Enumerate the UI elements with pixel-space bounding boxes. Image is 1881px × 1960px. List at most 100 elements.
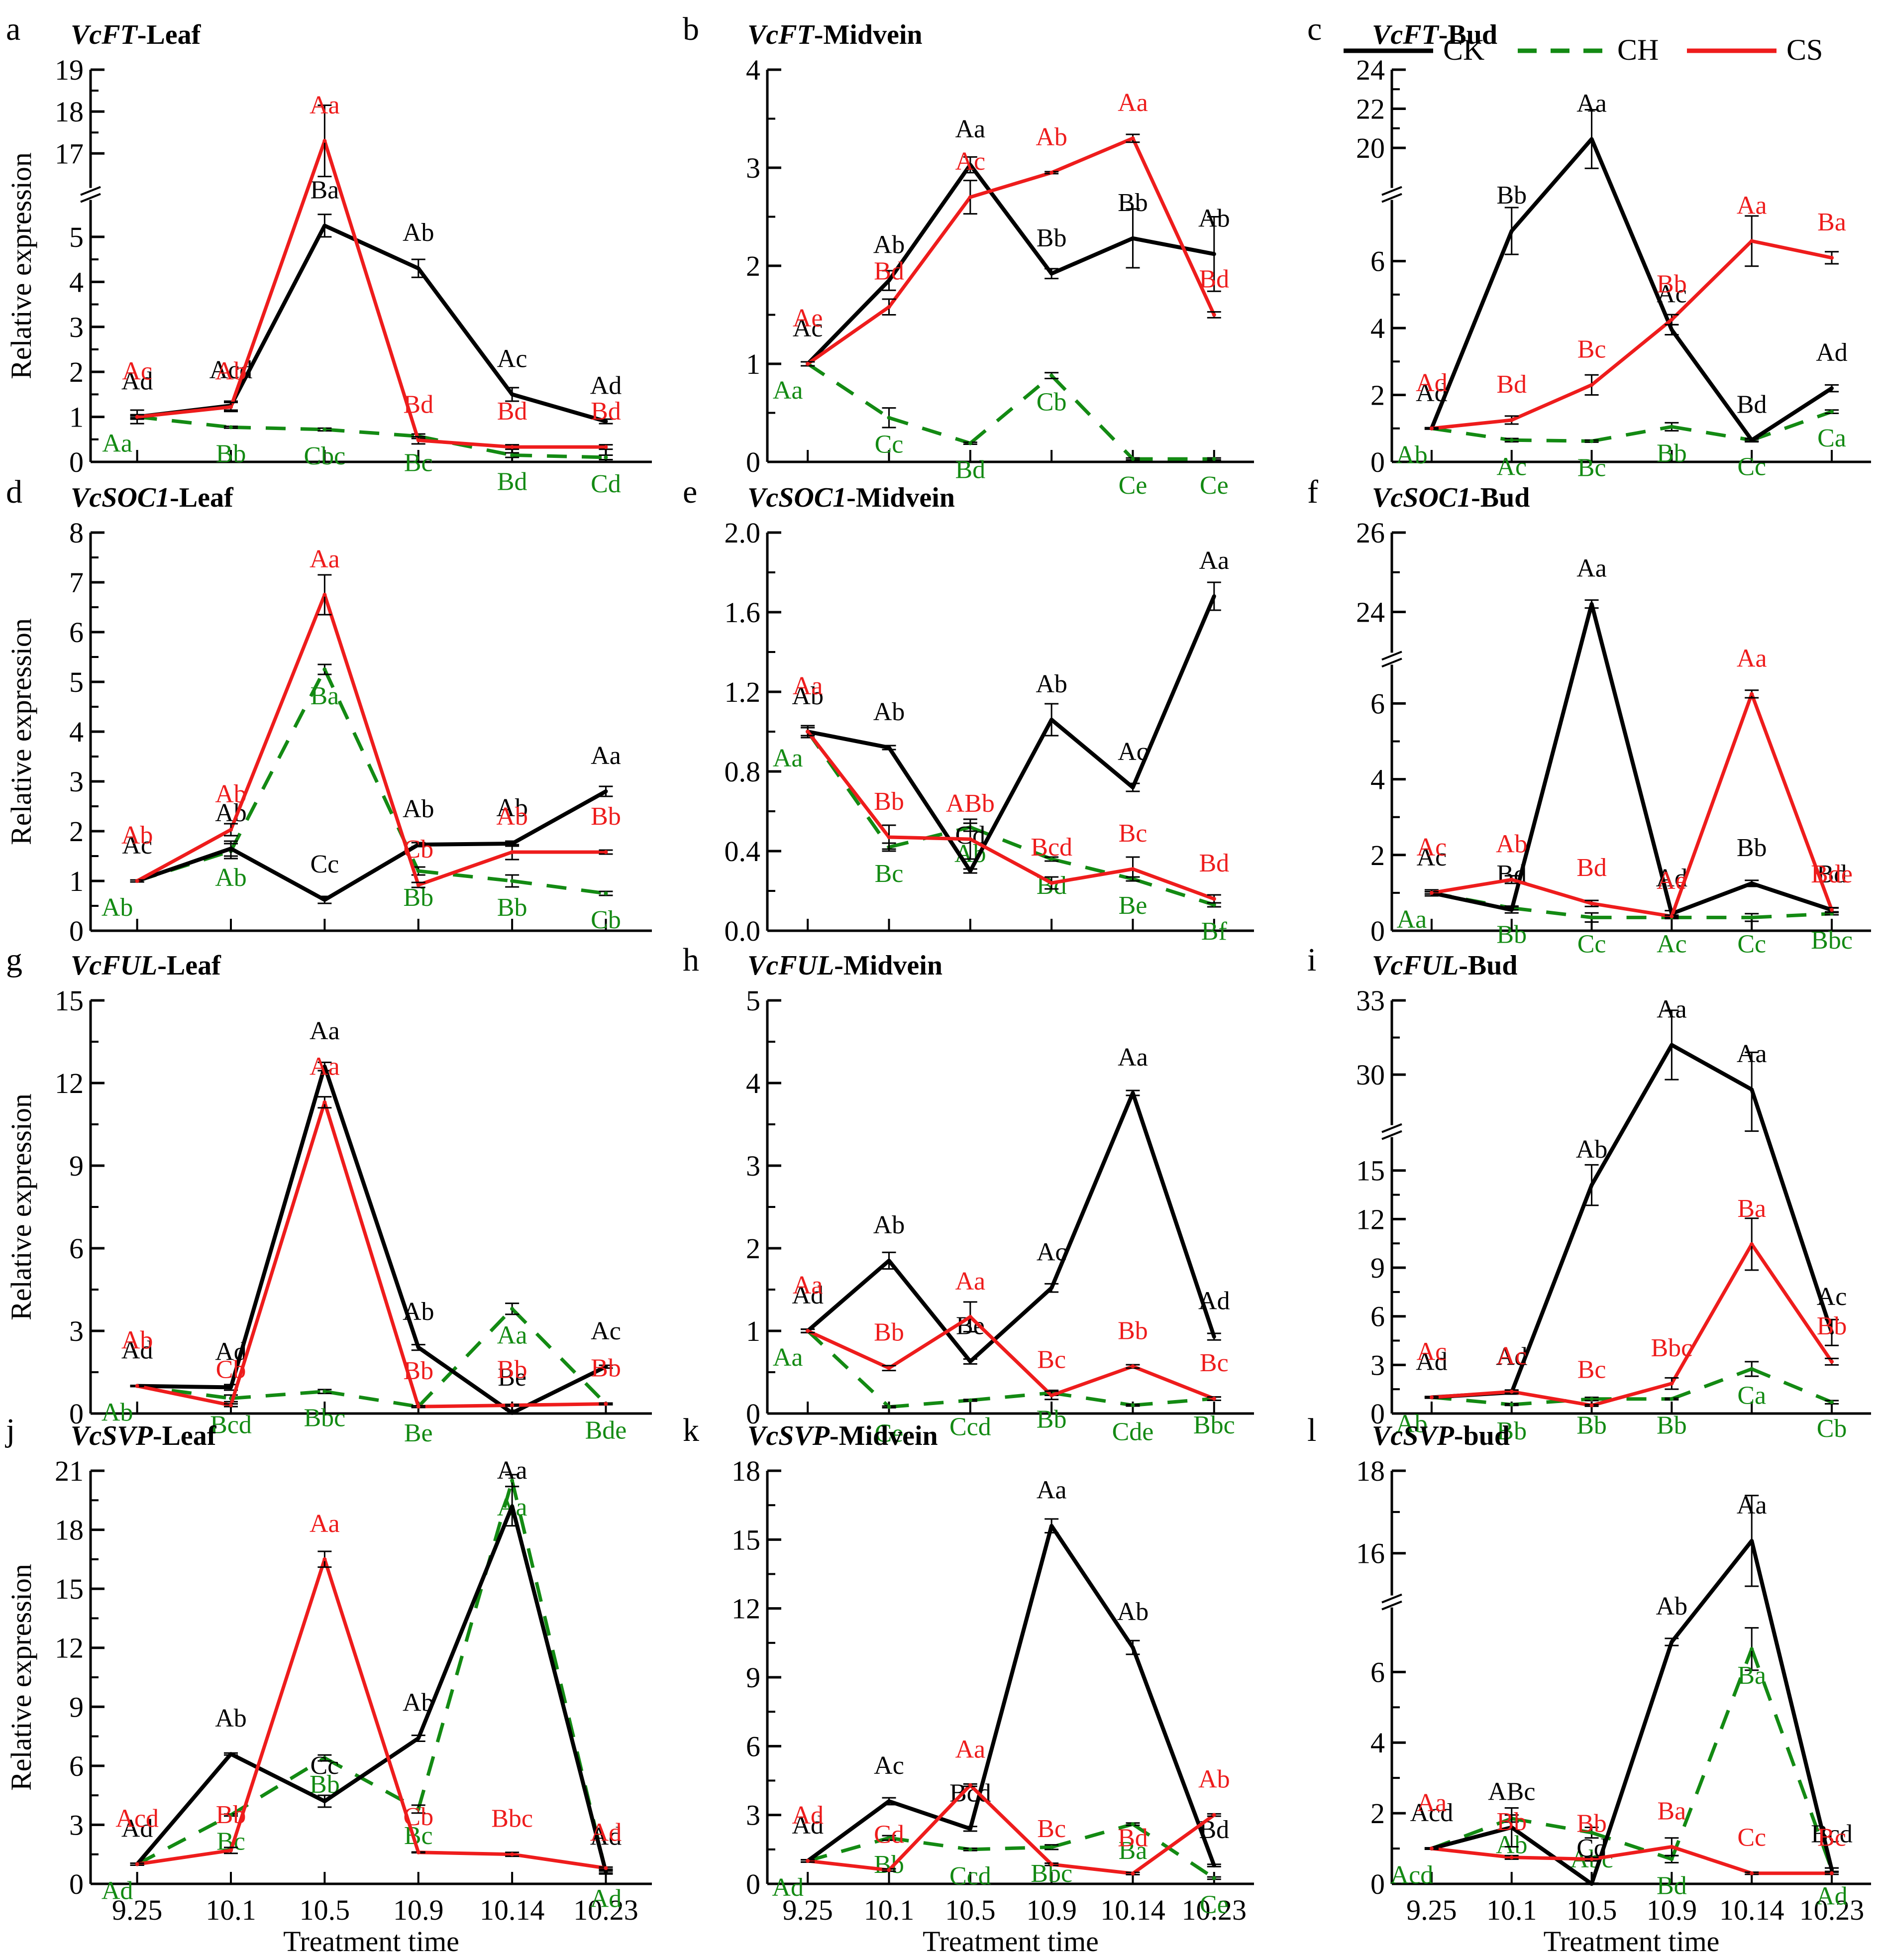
x-tick-label: 9.25 [1406,1894,1457,1926]
data-point [1509,1403,1514,1407]
y-tick-label: 2 [746,1232,760,1265]
series-ch: Aa Cc Bd Cb Ce Ce [773,361,1229,500]
series-segment [1751,1367,1833,1404]
significance-label: Bb [1657,439,1687,467]
significance-label: Ac [122,357,152,386]
series-segment [969,825,1052,861]
significance-label: Bde [585,1416,627,1445]
series-segment [230,847,326,902]
significance-label: Ac [1417,1337,1447,1366]
legend-label: CS [1786,33,1823,66]
x-tick-label: 10.1 [206,1894,256,1926]
data-point [322,1100,327,1104]
series-segment [1671,1367,1753,1401]
series-segment [1591,901,1672,918]
significance-label: Bb [1576,1809,1607,1838]
series-segment [1051,867,1134,885]
y-tick-label: 15 [732,1524,760,1556]
series-segment [807,1329,890,1370]
significance-label: Bd [497,397,527,426]
data-point [1049,1393,1054,1398]
y-tick-label: 0 [69,1868,84,1900]
axis-break-mark [80,193,101,203]
data-point [229,847,233,851]
data-point [1670,425,1674,429]
series-segment [1750,1648,1834,1870]
series-segment [1050,1365,1134,1397]
significance-label: Aa [773,376,803,405]
panel-letter: c [1307,11,1322,47]
data-point [322,1389,327,1394]
data-point [1131,236,1135,240]
significance-label: Aa [955,1736,986,1764]
data-point [1670,914,1674,919]
panel-letter: h [683,942,699,978]
series-segment [806,1329,890,1409]
series-segment [512,1402,606,1407]
y-tick-label: 2 [1370,379,1385,412]
legend-item-ck: CK [1344,33,1484,66]
x-tick-label: 10.1 [864,1894,915,1926]
series-segment [970,1845,1052,1851]
series-segment [1133,1397,1215,1407]
data-point [229,1848,233,1852]
series-ch: Ab Bb Bb Bb Ca Cb [1396,1361,1847,1445]
tissue-name: -bud [1454,1420,1510,1451]
data-point [887,1868,891,1872]
significance-label: Bb [1496,920,1527,949]
significance-label: Cc [1737,452,1766,481]
data-point [510,392,515,397]
series-segment [1431,418,1512,431]
data-point [1750,1871,1754,1875]
panel-letter: i [1307,942,1316,978]
series-segment [888,416,971,445]
data-point [1589,915,1594,920]
series-segment [1590,1044,1673,1187]
x-tick-label: 10.1 [1486,1894,1537,1926]
significance-label: Bc [1577,453,1606,482]
series-segment [968,163,1053,275]
y-tick-label: 6 [69,616,84,649]
data-point [322,1064,327,1069]
significance-label: Ab [102,1399,133,1427]
significance-label: Bd [1118,1824,1148,1852]
axis-break-mark [1381,657,1402,668]
data-point [510,453,515,457]
series-segment [1049,1524,1135,1649]
axis-break-mark [1381,651,1402,661]
panel-d: d VcSOC1-Leaf 0 1 2 3 4 5 6 7 8 Relative expression… [5,474,652,947]
significance-label: Cd [874,1820,904,1849]
gene-name: VcFUL [1372,950,1459,981]
series-segment [136,1384,231,1407]
series-segment [323,1558,420,1853]
significance-label: Ce [1200,471,1229,500]
tissue-name: -Bud [1459,950,1517,981]
y-tick-label: 6 [69,1232,84,1265]
series-segment [136,828,232,883]
data-point [416,869,420,873]
data-point [1049,881,1054,885]
data-point [416,438,420,442]
data-point [604,1866,608,1870]
data-point [806,1329,810,1333]
significance-label: Bc [1037,1815,1066,1843]
data-point [229,425,233,430]
panel-title: VcFUL-Midvein [747,950,942,981]
data-point [322,1799,327,1803]
y-tick-label: 4 [69,716,84,748]
data-point [1212,1863,1216,1868]
significance-label: Cb [403,1803,433,1831]
significance-label: Cc [1737,930,1766,958]
x-tick-label: 10.14 [480,1894,545,1926]
series-segment [887,746,972,872]
data-point [1670,318,1674,322]
data-point [887,1799,891,1803]
y-tick-label: 3 [746,1799,760,1832]
series-segment [1511,906,1592,919]
significance-label: Aa [310,545,340,573]
series-segment [887,1259,972,1363]
significance-label: Ab [215,357,247,386]
significance-label: Cb [1037,388,1067,417]
